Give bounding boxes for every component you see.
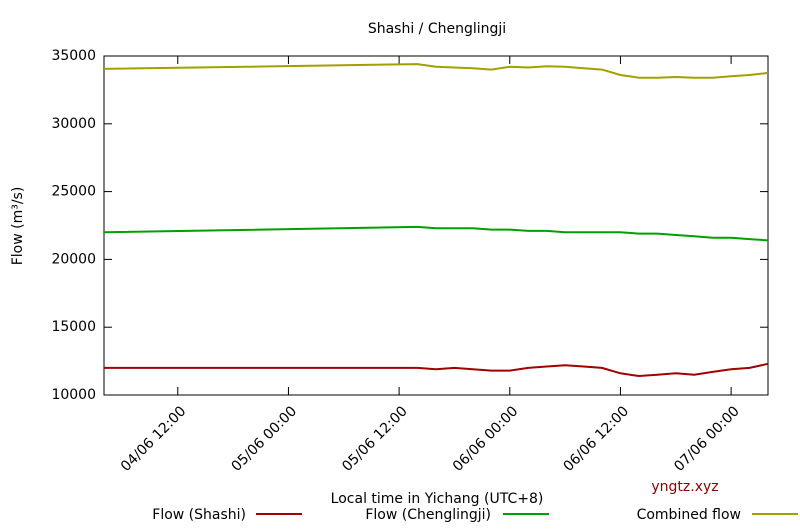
x-tick-label: 04/06 12:00 xyxy=(118,403,190,475)
x-axis-label: Local time in Yichang (UTC+8) xyxy=(331,491,544,507)
x-tick-label: 06/06 00:00 xyxy=(450,403,522,475)
y-tick-label: 15000 xyxy=(51,319,96,335)
x-tick-label: 07/06 00:00 xyxy=(671,403,743,475)
y-tick-label: 20000 xyxy=(51,251,96,267)
x-tick-label: 05/06 00:00 xyxy=(229,403,301,475)
y-tick-label: 10000 xyxy=(51,387,96,403)
y-tick-label: 30000 xyxy=(51,116,96,132)
legend-label: Flow (Chenglingji) xyxy=(365,507,491,523)
legend-label: Flow (Shashi) xyxy=(152,507,246,523)
series-line xyxy=(104,362,769,378)
legend-label: Combined flow xyxy=(637,507,741,523)
series-line xyxy=(103,63,769,79)
chart-title: Shashi / Chenglingji xyxy=(368,21,506,37)
watermark: yngtz.xyz xyxy=(651,479,718,495)
series-line xyxy=(103,225,769,242)
x-tick-label: 05/06 12:00 xyxy=(339,403,411,475)
x-tick-label: 06/06 12:00 xyxy=(561,403,633,475)
y-axis-label: Flow (m³/s) xyxy=(10,187,26,266)
y-tick-label: 35000 xyxy=(51,48,96,64)
plot-border xyxy=(103,55,769,396)
y-tick-label: 25000 xyxy=(51,184,96,200)
